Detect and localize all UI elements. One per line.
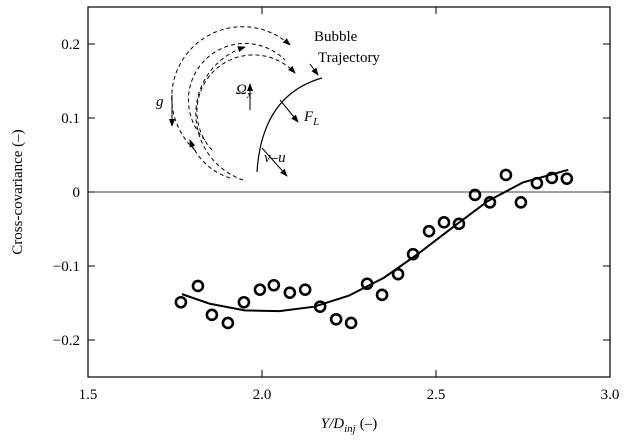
data-point [468, 188, 482, 202]
x-tick-label: 1.5 [79, 387, 98, 403]
y-axis-label: Cross-covariance (–) [10, 129, 26, 254]
x-label-main: Y/D [321, 416, 345, 432]
data-point [237, 295, 251, 309]
annotation: Trajectory [318, 50, 380, 66]
annotation: Ωx [236, 82, 252, 101]
y-tick-label: 0 [73, 185, 81, 201]
data-point [205, 308, 219, 322]
annotation: g [156, 94, 164, 110]
data-point [329, 312, 343, 326]
data-point [422, 224, 436, 238]
annotation-sub: L [312, 116, 319, 128]
x-tick-label: 3.0 [601, 387, 620, 403]
annotation-main: Ω [236, 82, 247, 98]
data-point [267, 278, 281, 292]
data-point [298, 283, 312, 296]
y-tick-label: −0.1 [53, 259, 80, 275]
fit-curve [181, 168, 569, 313]
inset-sketch [169, 26, 323, 181]
x-axis-label: Y/Dinj (–) [321, 416, 377, 435]
data-point [191, 279, 205, 293]
data-point [174, 295, 188, 309]
data-point [221, 316, 235, 330]
data-point [452, 217, 466, 231]
x-label-unit: (–) [360, 416, 378, 432]
y-tick-label: −0.2 [53, 333, 80, 349]
data-point [253, 283, 267, 296]
annotation: Bubble [314, 29, 358, 45]
data-point [391, 267, 405, 281]
data-point [283, 286, 297, 299]
data-point [344, 316, 358, 330]
data-point [560, 172, 574, 185]
data-point [545, 171, 559, 185]
annotation: FL [303, 109, 319, 128]
x-label-sub: inj [344, 423, 356, 435]
data-point [514, 196, 528, 209]
x-tick-label: 2.0 [253, 387, 272, 403]
y-tick-label: 0.2 [61, 37, 80, 53]
data-point [499, 168, 513, 182]
x-tick-label: 2.5 [427, 387, 446, 403]
data-point [375, 288, 389, 302]
annotation-sub: x [246, 89, 252, 101]
annotation: v–u [264, 150, 286, 166]
data-point [437, 216, 451, 229]
annotation-main: F [303, 109, 314, 125]
y-tick-label: 0.1 [61, 111, 80, 127]
